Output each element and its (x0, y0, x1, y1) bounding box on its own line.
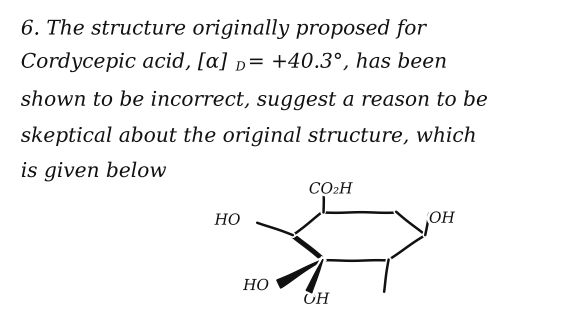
Text: 6. The structure originally proposed for: 6. The structure originally proposed for (21, 20, 426, 39)
Text: D: D (236, 60, 246, 74)
Polygon shape (306, 260, 323, 293)
Text: OH: OH (429, 212, 455, 226)
Text: skeptical about the original structure, which: skeptical about the original structure, … (21, 127, 477, 146)
Polygon shape (277, 260, 323, 288)
Text: HO: HO (214, 214, 241, 228)
Text: Cordycepic acid, [α]: Cordycepic acid, [α] (21, 53, 227, 72)
Text: = +40.3°, has been: = +40.3°, has been (248, 53, 447, 72)
Text: CO₂H: CO₂H (309, 182, 352, 196)
Text: is given below: is given below (21, 162, 166, 181)
Text: HO: HO (243, 279, 269, 293)
Text: shown to be incorrect, suggest a reason to be: shown to be incorrect, suggest a reason … (21, 91, 488, 110)
Text: OH: OH (304, 293, 329, 307)
